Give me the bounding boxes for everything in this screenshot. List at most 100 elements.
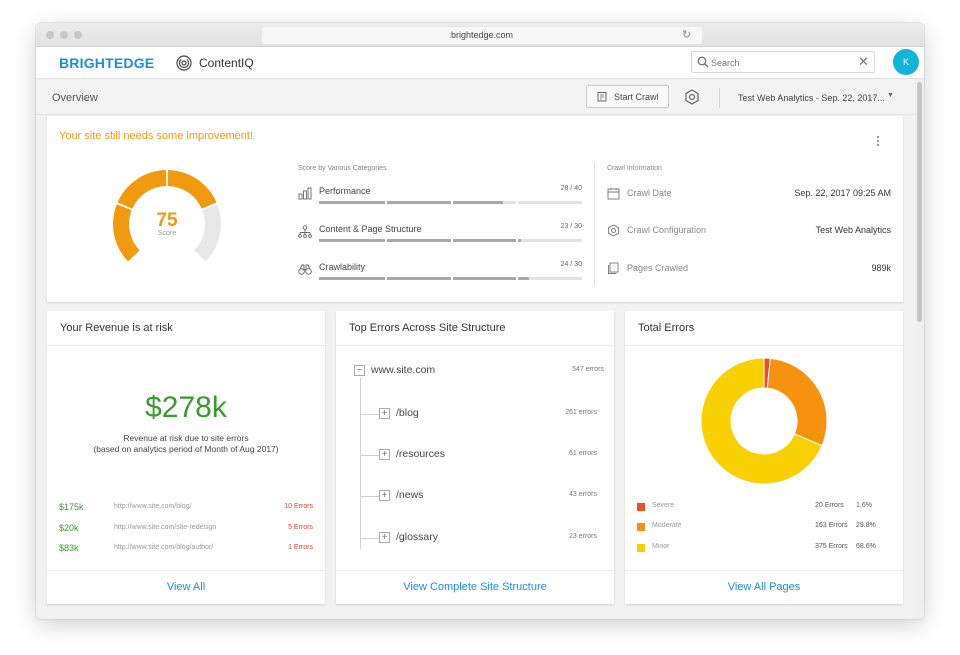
expand-icon[interactable]: +: [379, 449, 390, 460]
legend-item: Minor 375 Errors 68.6%: [637, 542, 876, 554]
toolbar-divider: [719, 88, 720, 108]
revenue-row-errors: 10 Errors: [284, 503, 313, 510]
category-progress-bar: [319, 239, 582, 242]
tree-node-count: 547 errors: [572, 366, 604, 373]
tree-node-count: 43 errors: [568, 491, 597, 498]
revenue-row-url[interactable]: http://www.site.com/blog/author/: [114, 544, 214, 551]
total-errors-panel: Total Errors Severe 20 Errors 1.6% Moder…: [625, 311, 903, 604]
project-selector[interactable]: Test Web Analytics - Sep. 22, 2017...: [738, 93, 885, 103]
expand-icon[interactable]: +: [379, 408, 390, 419]
tree-node-name[interactable]: /resources: [396, 448, 446, 460]
tree-node[interactable]: + /news 43 errors: [360, 489, 597, 503]
progress-segment-break: [384, 277, 387, 280]
score-label: Score: [157, 230, 177, 237]
revenue-row-errors: 5 Errors: [288, 524, 313, 531]
category-progress-bar: [319, 201, 582, 204]
tree-node-name[interactable]: www.site.com: [371, 364, 436, 376]
panel-divider: [625, 345, 903, 346]
tree-node-root[interactable]: − www.site.com 547 errors: [354, 364, 604, 378]
view-all-pages-link[interactable]: View All Pages: [727, 581, 801, 593]
gauge-filled-segment: [117, 170, 167, 209]
binoculars-icon: [298, 264, 312, 275]
address-bar[interactable]: brightedge.com: [262, 27, 702, 44]
search-box[interactable]: ✕: [691, 51, 875, 73]
category-name: Crawlability: [319, 262, 366, 272]
category-name: Performance: [319, 186, 371, 196]
view-all-link[interactable]: View All: [166, 581, 206, 593]
category-progress-fill: [319, 201, 504, 204]
fingerprint-icon: [176, 55, 192, 71]
legend-percent: 1.6%: [856, 502, 872, 509]
start-crawl-button[interactable]: Start Crawl: [586, 85, 669, 108]
tree-node-name[interactable]: /news: [396, 489, 424, 501]
calendar-icon: [607, 188, 620, 200]
tree-node-count: 261 errors: [565, 409, 597, 416]
panel-divider: [47, 345, 325, 346]
revenue-description-line: Revenue at risk due to site errors: [123, 433, 249, 443]
category-crawlability: Crawlability 24 / 30: [298, 260, 583, 284]
clear-search-icon[interactable]: ✕: [858, 54, 869, 69]
view-site-structure-link[interactable]: View Complete Site Structure: [403, 581, 547, 593]
tree-node[interactable]: + /resources 61 errors: [360, 448, 597, 462]
expand-icon[interactable]: +: [379, 490, 390, 501]
score-value: 75: [156, 210, 178, 231]
collapse-icon[interactable]: −: [354, 365, 365, 376]
vertical-scrollbar[interactable]: [915, 80, 924, 619]
pages-crawled-row: Pages Crawled 989k: [607, 261, 891, 277]
donut-slice-moderate[interactable]: [766, 357, 828, 447]
legend-label: Minor: [652, 543, 670, 550]
category-score: 24 / 30: [560, 261, 582, 268]
legend-count: 163 Errors: [815, 522, 848, 529]
legend-item: Moderate 163 Errors 29.8%: [637, 521, 876, 533]
tree-node-count: 61 errors: [568, 450, 597, 457]
progress-segment-break: [516, 239, 519, 242]
category-performance: Performance 28 / 40: [298, 184, 583, 208]
user-avatar[interactable]: K: [893, 49, 919, 75]
tree-connector: [360, 538, 379, 539]
tree-connector: [360, 377, 361, 549]
category-progress-fill: [319, 277, 530, 280]
panel-footer: View Complete Site Structure: [336, 570, 614, 604]
crawl-info-value: 989k: [871, 263, 891, 273]
tree-node-name[interactable]: /glossary: [396, 531, 439, 543]
category-score: 23 / 30: [560, 223, 582, 230]
crawl-info-value: Sep. 22, 2017 09:25 AM: [794, 188, 891, 198]
revenue-row-url[interactable]: http://www.site.com/blog/: [114, 503, 192, 510]
brand-logo[interactable]: BRIGHTEDGE: [59, 55, 155, 71]
gauge-filled-segment: [167, 170, 217, 209]
revenue-row[interactable]: $20k http://www.site.com/site-redesign 5…: [59, 522, 313, 536]
page-toolbar: Overview Start Crawl Test Web Analytics …: [36, 80, 914, 115]
window-close-dot[interactable]: [46, 31, 54, 39]
revenue-row-amount: $175k: [59, 502, 84, 512]
crawl-info-value: Test Web Analytics: [815, 225, 891, 235]
progress-segment-break: [450, 277, 453, 280]
settings-icon[interactable]: [684, 89, 700, 105]
revenue-row[interactable]: $175k http://www.site.com/blog/ 10 Error…: [59, 501, 313, 515]
gauge-filled-segment: [113, 204, 140, 262]
revenue-row[interactable]: $83k http://www.site.com/blog/author/ 1 …: [59, 542, 313, 556]
reload-icon[interactable]: ↻: [682, 29, 692, 41]
window-zoom-dot[interactable]: [74, 31, 82, 39]
category-content-structure: Content & Page Structure 23 / 30: [298, 222, 583, 246]
categories-title: Score by Various Categories: [298, 165, 387, 172]
progress-segment-break: [384, 201, 387, 204]
category-progress-fill: [319, 239, 521, 242]
scrollbar-thumb[interactable]: [917, 82, 922, 322]
revenue-description-line: (based on analytics period of Month of A…: [93, 444, 279, 454]
more-options-icon[interactable]: [873, 134, 883, 148]
site-score-card: Your site still needs some improvement! …: [47, 116, 903, 302]
revenue-row-errors: 1 Errors: [288, 544, 313, 551]
search-input[interactable]: [711, 55, 841, 70]
window-minimize-dot[interactable]: [60, 31, 68, 39]
tree-connector: [360, 496, 379, 497]
tree-node-name[interactable]: /blog: [396, 407, 419, 419]
donut-slice-minor[interactable]: [700, 357, 823, 485]
revenue-row-url[interactable]: http://www.site.com/site-redesign: [114, 524, 217, 531]
tree-node[interactable]: + /glossary 23 errors: [360, 531, 597, 545]
tree-node[interactable]: + /blog 261 errors: [360, 407, 597, 421]
progress-segment-break: [384, 239, 387, 242]
browser-titlebar: brightedge.com ↻: [36, 23, 924, 47]
expand-icon[interactable]: +: [379, 532, 390, 543]
progress-segment-break: [450, 201, 453, 204]
chevron-down-icon[interactable]: ▼: [887, 92, 894, 99]
